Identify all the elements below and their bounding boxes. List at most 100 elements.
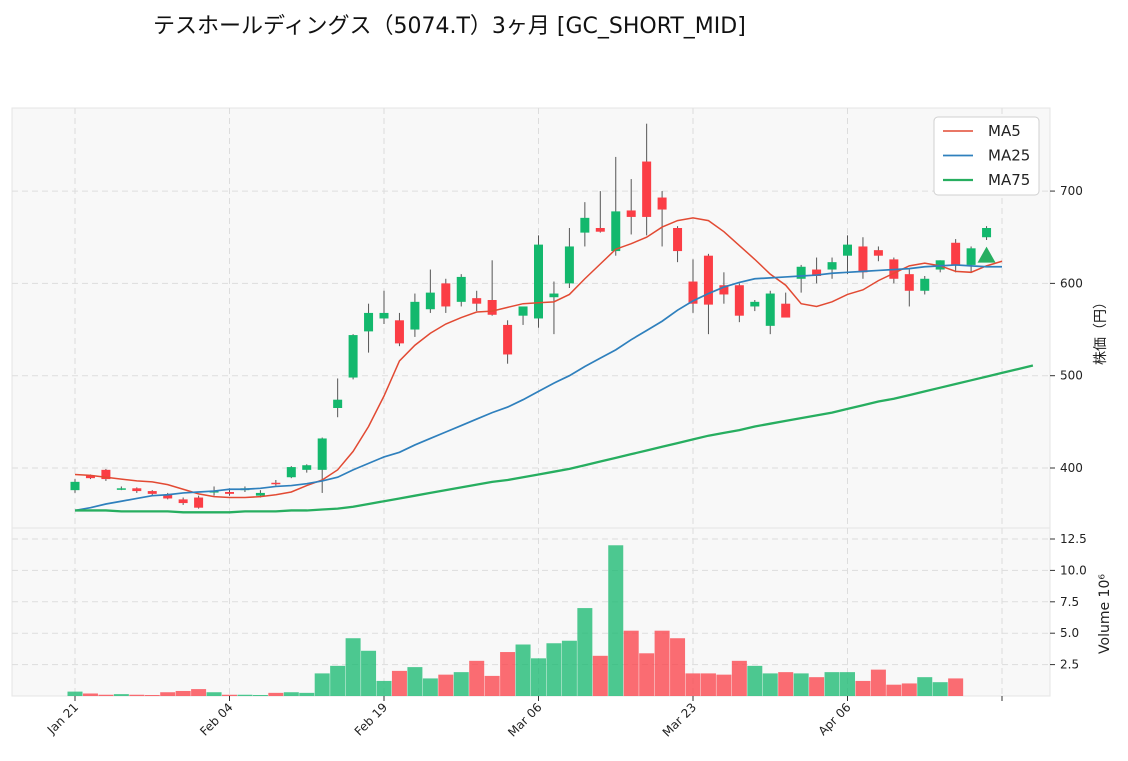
candle-body [317,438,327,470]
legend: MA5 MA25 MA75 [933,116,1040,196]
candle-body [132,488,142,492]
volume-bar [901,683,917,696]
grid-lines [12,108,1050,696]
volume-bar [654,630,670,696]
x-tick-label: Apr 06 [816,700,854,738]
candle-body [472,298,482,304]
x-tick-label: Feb 04 [197,700,235,738]
volume-bar [129,694,145,696]
volume-bar [283,692,299,696]
candle-body [595,228,605,232]
candle-body [85,475,95,479]
candle-body [503,324,513,355]
candle-body [194,497,204,508]
candle-body [904,274,914,291]
price-tick-label: 400 [1060,461,1083,475]
volume-bar [531,658,546,696]
signal-marker [977,246,996,263]
volume-bar [685,673,701,696]
x-tick-label: Mar 23 [660,700,699,739]
legend-box [933,116,1040,196]
volume-bars [67,545,964,696]
volume-bar [917,677,933,696]
candle-body [225,492,234,494]
volume-bar [98,694,114,696]
price-tick-label: 700 [1060,184,1083,198]
volume-bar [500,652,516,696]
candle-body [781,303,791,318]
candle-body [410,301,420,330]
volume-bar [561,640,577,696]
volume-y-axis: 2.5 5.0 7.5 10.0 12.5 [1050,532,1087,672]
legend-label-ma75: MA75 [988,171,1030,189]
volume-bar [700,673,716,696]
candle-body [178,499,188,504]
volume-bar [870,669,886,696]
volume-bar [82,693,98,696]
volume-bar [160,692,176,696]
volume-bar [361,650,377,696]
volume-bar [778,672,794,696]
volume-bar [407,667,423,696]
chart-title: テスホールディングス（5074.T）3ヶ月 [GC_SHORT_MID] [153,14,746,39]
candle-body [549,293,559,298]
volume-bar [608,545,624,696]
candle-body [750,301,760,307]
candle-body [333,399,343,408]
ma-line-ma25 [74,264,1002,512]
volume-bar [886,684,902,696]
price-y-axis: 400 500 600 700 [1050,184,1083,475]
volume-tick-label: 5.0 [1060,626,1079,640]
candle-body [580,217,590,233]
volume-bar [330,665,346,696]
candle-body [302,465,312,470]
candle-body [286,467,296,478]
volume-bar [206,692,222,696]
candle-body [364,312,374,332]
volume-bar [67,691,83,696]
candle-body [441,283,451,307]
price-axis-label: 株価（円） [1093,295,1109,365]
candle-body [827,262,837,270]
volume-bar [191,689,207,696]
candle-body [534,244,543,319]
candle-body [796,266,806,279]
volume-bar [252,694,268,696]
volume-bar [515,644,531,696]
volume-bar [577,608,593,696]
candle-body [966,248,976,265]
volume-bar [376,680,392,696]
candle-body [101,469,111,480]
volume-bar [948,678,964,696]
volume-bar [793,673,809,696]
volume-tick-label: 2.5 [1060,658,1079,672]
moving-average-lines [74,217,1034,514]
volume-bar [144,694,160,696]
x-axis: Jan 21 Feb 04 Feb 19 Mar 06 Mar 23 Apr 06 [44,696,1003,740]
volume-bar [422,678,438,696]
volume-tick-label: 12.5 [1060,532,1087,546]
volume-bar [592,655,608,696]
signal-triangle [977,246,996,263]
volume-tick-label: 7.5 [1060,595,1079,609]
candle-body [70,481,80,491]
price-tick-label: 600 [1060,276,1083,290]
volume-bar [546,643,562,696]
volume-bar [345,638,361,696]
candle-body [425,292,435,310]
candle-body [657,197,667,210]
volume-bar [113,694,129,696]
volume-bar [840,672,855,696]
candle-body [688,281,698,304]
volume-bar [314,673,330,696]
candle-body [348,335,358,378]
candle-body [116,488,126,490]
candle-body [394,320,404,344]
price-tick-label: 500 [1060,369,1083,383]
candle-body [163,494,173,499]
volume-bar [469,660,485,696]
candle-body [719,285,729,295]
candle-body [951,242,961,265]
volume-bar [639,653,655,696]
